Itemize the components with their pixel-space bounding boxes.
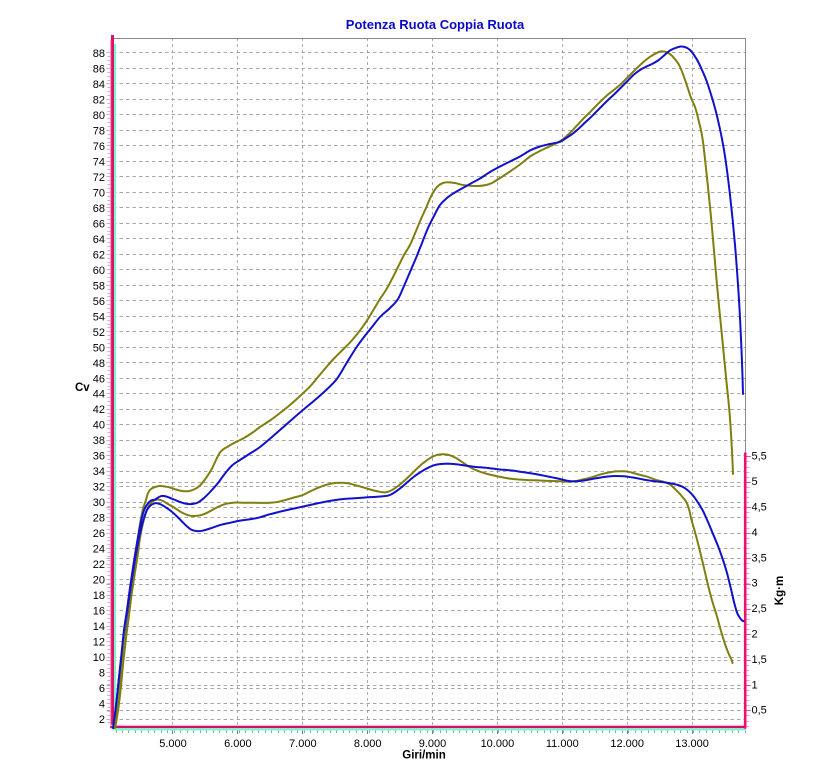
svg-text:18: 18 — [93, 590, 105, 602]
svg-text:84: 84 — [93, 79, 105, 91]
svg-text:28: 28 — [93, 513, 105, 525]
svg-text:60: 60 — [93, 265, 105, 277]
svg-text:6.000: 6.000 — [224, 738, 252, 750]
svg-text:20: 20 — [93, 575, 105, 587]
svg-text:74: 74 — [93, 156, 105, 168]
svg-text:11.000: 11.000 — [546, 738, 579, 750]
svg-text:3: 3 — [752, 578, 758, 590]
svg-text:46: 46 — [93, 373, 105, 385]
svg-text:44: 44 — [93, 389, 105, 401]
svg-text:8.000: 8.000 — [354, 738, 382, 750]
svg-text:2: 2 — [752, 629, 758, 641]
svg-text:5: 5 — [752, 476, 758, 488]
svg-text:5.000: 5.000 — [159, 738, 187, 750]
svg-text:86: 86 — [93, 64, 105, 76]
svg-text:Cv: Cv — [75, 382, 90, 394]
svg-text:22: 22 — [93, 559, 105, 571]
svg-text:2: 2 — [99, 714, 105, 726]
svg-text:6: 6 — [99, 683, 105, 695]
svg-text:52: 52 — [93, 327, 105, 339]
svg-text:40: 40 — [93, 420, 105, 432]
svg-text:58: 58 — [93, 280, 105, 292]
svg-text:9.000: 9.000 — [419, 738, 447, 750]
svg-text:72: 72 — [93, 172, 105, 184]
svg-text:1: 1 — [752, 679, 758, 691]
svg-text:10: 10 — [93, 652, 105, 664]
svg-text:54: 54 — [93, 311, 105, 323]
svg-text:3,5: 3,5 — [752, 552, 767, 564]
svg-text:10.000: 10.000 — [481, 738, 515, 750]
svg-text:7.000: 7.000 — [289, 738, 317, 750]
svg-text:88: 88 — [93, 48, 105, 60]
svg-text:8: 8 — [99, 668, 105, 680]
svg-text:34: 34 — [93, 466, 105, 478]
svg-text:76: 76 — [93, 141, 105, 153]
svg-text:12: 12 — [93, 637, 105, 649]
svg-text:70: 70 — [93, 187, 105, 199]
svg-text:78: 78 — [93, 125, 105, 137]
svg-text:5,5: 5,5 — [752, 451, 767, 463]
svg-text:12.000: 12.000 — [610, 738, 644, 750]
svg-text:36: 36 — [93, 451, 105, 463]
svg-text:14: 14 — [93, 621, 105, 633]
svg-text:13.000: 13.000 — [675, 738, 709, 750]
svg-text:62: 62 — [93, 249, 105, 261]
svg-text:56: 56 — [93, 296, 105, 308]
svg-text:50: 50 — [93, 342, 105, 354]
svg-text:24: 24 — [93, 544, 105, 556]
svg-text:2,5: 2,5 — [752, 603, 767, 615]
svg-text:30: 30 — [93, 497, 105, 509]
svg-text:0,5: 0,5 — [752, 705, 767, 717]
svg-text:38: 38 — [93, 435, 105, 447]
svg-text:82: 82 — [93, 95, 105, 107]
svg-text:4: 4 — [99, 699, 105, 711]
svg-text:4: 4 — [752, 527, 758, 539]
svg-text:16: 16 — [93, 606, 105, 618]
svg-text:64: 64 — [93, 234, 105, 246]
svg-text:4,5: 4,5 — [752, 502, 767, 514]
svg-text:Potenza Ruota Coppia Ruota: Potenza Ruota Coppia Ruota — [346, 17, 525, 32]
svg-text:48: 48 — [93, 358, 105, 370]
svg-text:66: 66 — [93, 218, 105, 230]
svg-text:32: 32 — [93, 482, 105, 494]
svg-text:Kg·m: Kg·m — [774, 576, 786, 605]
svg-text:68: 68 — [93, 203, 105, 215]
svg-text:1,5: 1,5 — [752, 654, 767, 666]
svg-text:80: 80 — [93, 110, 105, 122]
svg-text:Giri/min: Giri/min — [402, 750, 445, 762]
svg-text:26: 26 — [93, 528, 105, 540]
svg-text:42: 42 — [93, 404, 105, 416]
